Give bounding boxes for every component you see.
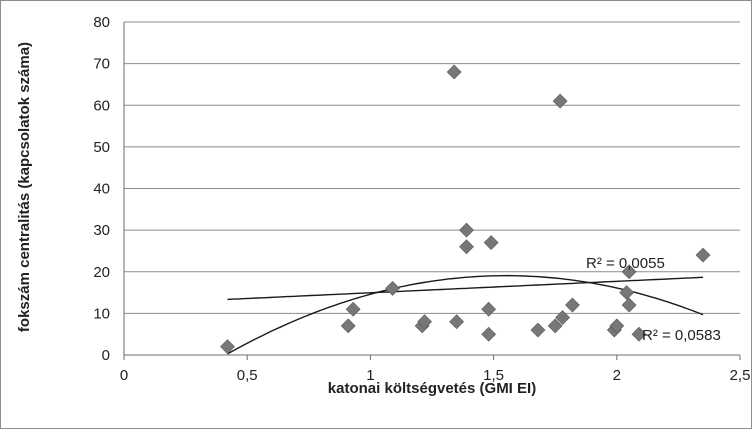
data-point bbox=[565, 297, 580, 313]
x-axis-label: katonai költségvetés (GMI EI) bbox=[328, 380, 536, 397]
data-point bbox=[459, 239, 474, 255]
trendlines bbox=[227, 274, 704, 355]
data-point bbox=[345, 301, 361, 317]
y-tick-label: 40 bbox=[93, 181, 110, 198]
polynomial-trendline bbox=[227, 274, 704, 355]
y-tick-label: 10 bbox=[93, 305, 110, 322]
y-tick-label: 20 bbox=[93, 264, 110, 281]
x-tick-label: 0 bbox=[120, 367, 128, 384]
y-axis-label: fokszám centralitás (kapcsolatok száma) bbox=[16, 42, 33, 332]
data-point bbox=[555, 310, 571, 325]
linear-trendline bbox=[227, 276, 704, 301]
annotations: R² = 0,0055 R² = 0,0583 katonai költségv… bbox=[16, 42, 721, 397]
gridlines bbox=[124, 21, 740, 314]
y-tick-label: 60 bbox=[93, 97, 110, 114]
data-point bbox=[481, 301, 497, 317]
x-tick-label: 0,5 bbox=[237, 367, 258, 384]
data-point bbox=[481, 326, 497, 342]
data-point bbox=[385, 280, 401, 296]
data-point bbox=[220, 339, 235, 355]
data-point bbox=[459, 222, 474, 238]
data-point bbox=[417, 314, 433, 330]
data-point bbox=[483, 235, 499, 251]
data-point bbox=[619, 285, 635, 300]
tick-labels: 0 10 20 30 40 50 60 70 80 0 0,5 1 1,5 2 2,5 bbox=[93, 14, 750, 384]
data-point bbox=[340, 318, 356, 334]
r2-polynomial-label: R² = 0,0583 bbox=[642, 327, 721, 344]
data-point bbox=[530, 322, 546, 338]
data-point bbox=[609, 318, 625, 334]
y-tick-label: 80 bbox=[93, 14, 110, 31]
data-point bbox=[547, 318, 563, 334]
x-tick-label: 2,5 bbox=[730, 367, 751, 384]
axes bbox=[123, 22, 741, 360]
data-point bbox=[552, 93, 568, 109]
x-tick-label: 1 bbox=[366, 367, 374, 384]
data-point bbox=[631, 326, 647, 342]
x-tick-label: 2 bbox=[613, 367, 621, 384]
y-tick-label: 30 bbox=[93, 222, 110, 239]
y-tick-label: 0 bbox=[102, 347, 110, 364]
data-point bbox=[621, 264, 637, 280]
y-tick-label: 50 bbox=[93, 139, 110, 156]
data-point bbox=[449, 314, 465, 330]
r2-linear-label: R² = 0,0055 bbox=[586, 255, 665, 272]
data-point bbox=[621, 297, 637, 313]
y-tick-label: 70 bbox=[93, 56, 110, 73]
x-tick-label: 1,5 bbox=[483, 367, 504, 384]
data-point bbox=[446, 64, 462, 80]
data-point bbox=[695, 247, 711, 263]
data-points bbox=[220, 64, 711, 355]
